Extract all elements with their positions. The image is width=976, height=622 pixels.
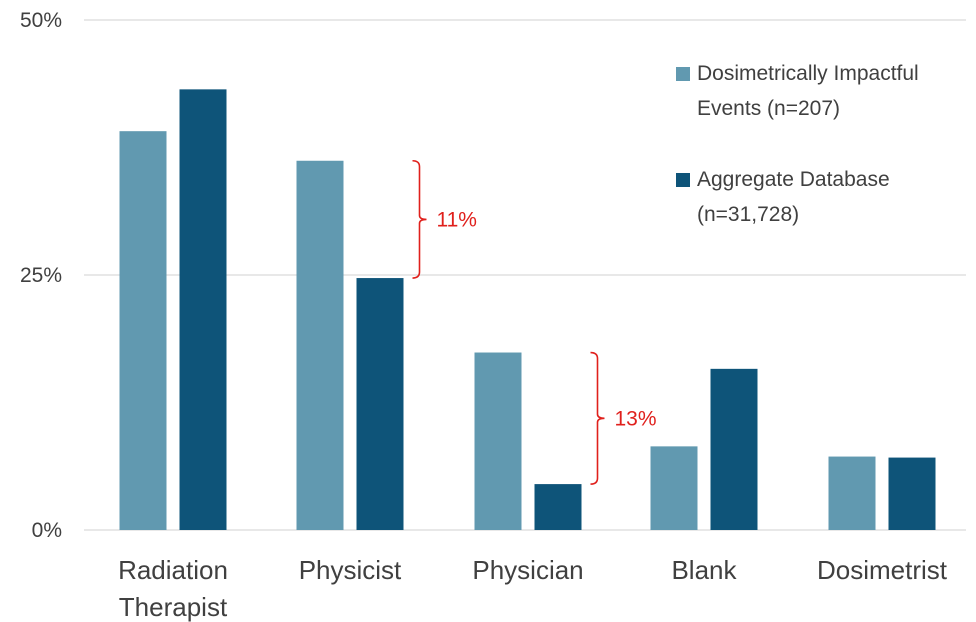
bar (296, 160, 344, 530)
category-label: Dosimetrist (817, 555, 948, 585)
y-tick-label: 50% (20, 9, 62, 32)
bar (828, 456, 876, 530)
bar (179, 89, 227, 531)
bar (119, 131, 167, 530)
legend-swatch (676, 67, 690, 81)
bar (474, 352, 522, 530)
annotation-bracket (412, 159, 427, 279)
annotation-label: 13% (615, 407, 657, 430)
annotations: 11% 13% (412, 159, 657, 485)
category-label: Therapist (119, 592, 228, 622)
annotation-bracket (590, 351, 605, 485)
legend-label: Aggregate Database (697, 168, 890, 191)
y-axis-ticks: 0% 25% 50% (20, 9, 62, 542)
y-tick-label: 0% (32, 519, 62, 542)
legend-label: Dosimetrically Impactful (697, 62, 919, 85)
legend: Dosimetrically Impactful Events (n=207) Ag… (676, 62, 919, 226)
category-label: Physicist (299, 555, 402, 585)
bars (119, 89, 936, 531)
category-label: Blank (671, 555, 737, 585)
legend-label: Events (n=207) (697, 97, 840, 120)
bar (534, 484, 582, 530)
gridlines (84, 19, 966, 531)
x-axis-labels: Radiation Therapist Physicist Physician Blan… (118, 555, 948, 622)
legend-label: (n=31,728) (697, 203, 799, 226)
category-label: Radiation (118, 555, 228, 585)
bar (710, 368, 758, 530)
bar (888, 457, 936, 530)
legend-swatch (676, 173, 690, 187)
bar (356, 278, 404, 530)
bar (650, 446, 698, 530)
category-label: Physician (472, 555, 583, 585)
annotation-label: 11% (437, 208, 477, 231)
y-tick-label: 25% (20, 264, 62, 287)
